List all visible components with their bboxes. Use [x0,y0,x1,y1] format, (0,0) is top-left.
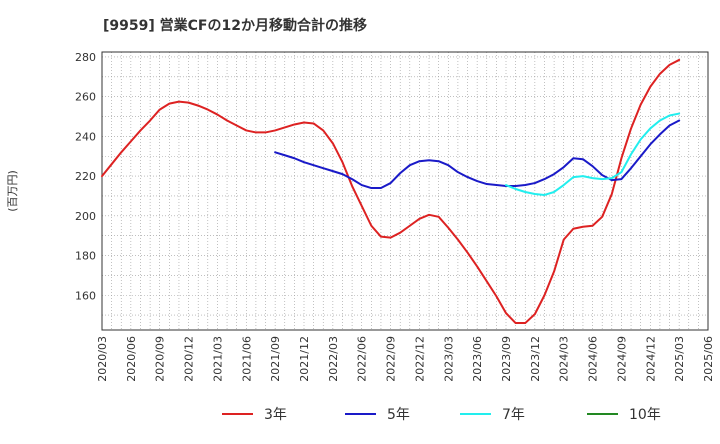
y-tick-label: 280 [75,51,96,64]
x-tick-label: 2022/06 [356,336,369,382]
series-lines [101,58,681,325]
x-tick-label: 2023/12 [529,336,542,382]
legend-label-2: 7年 [502,407,525,423]
x-tick-label: 2023/06 [471,336,484,382]
legend-label-0: 3年 [264,407,287,423]
x-tick-label: 2023/09 [500,336,513,382]
axes: 160 180 200 220 240 260 280 2020/03 2020/06 2020/… [75,51,715,382]
x-tick-label: 2021/09 [269,336,282,382]
y-axis-label: (百万円) [6,170,19,212]
x-tick-label: 2024/09 [615,336,628,382]
x-tick-label: 2020/06 [125,336,138,382]
x-tick-label: 2024/12 [644,336,657,382]
plot-frame [101,51,709,331]
x-tick-label: 2022/12 [413,336,426,382]
chart-title: [9959] 営業CFの12か月移動合計の推移 [103,17,367,34]
series-line-2 [505,112,681,196]
x-tick-label: 2020/09 [154,336,167,382]
series-line-1 [274,119,681,190]
x-tick-label: 2020/12 [183,336,196,382]
y-tick-label: 240 [75,130,96,143]
y-tick-label: 260 [75,91,96,104]
grid-lines [101,52,709,330]
x-tick-label: 2025/06 [702,336,715,382]
legend-label-3: 10年 [629,407,661,423]
x-tick-label: 2024/06 [587,336,600,382]
legend-label-1: 5年 [387,407,410,423]
x-tick-label: 2025/03 [673,336,686,382]
legend: 3年 5年 7年 10年 [222,407,661,423]
x-tick-label: 2024/03 [558,336,571,382]
y-tick-label: 160 [75,289,96,302]
series-line-0 [101,58,681,325]
x-tick-label: 2021/03 [211,336,224,382]
x-tick-label: 2022/03 [327,336,340,382]
y-tick-label: 180 [75,250,96,263]
x-tick-label: 2023/03 [442,336,455,382]
x-tick-label: 2021/12 [298,336,311,382]
x-tick-label: 2021/06 [240,336,253,382]
y-tick-label: 200 [75,210,96,223]
x-tick-label: 2022/09 [385,336,398,382]
y-tick-label: 220 [75,170,96,183]
x-tick-label: 2020/03 [96,336,109,382]
